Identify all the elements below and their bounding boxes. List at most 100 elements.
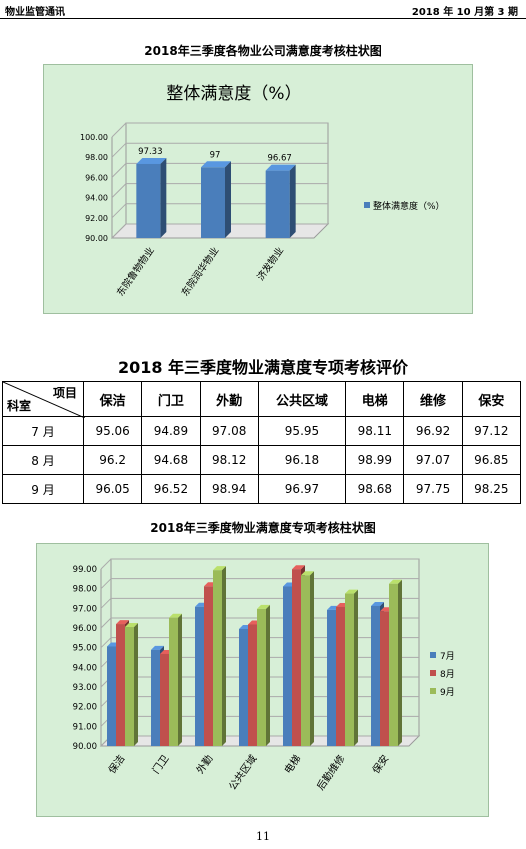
- table-cell: 98.12: [199, 445, 259, 475]
- chart2-category-label: 电梯: [281, 752, 303, 776]
- chart1-ytick-label: 96.00: [85, 173, 108, 182]
- chart1-legend-swatch: [364, 202, 370, 208]
- table-cell: 95.06: [82, 416, 143, 446]
- chart2-legend-swatch: [430, 670, 436, 676]
- bar-side: [178, 613, 182, 746]
- chart2-ytick-label: 99.00: [73, 565, 97, 575]
- bar-top: [389, 579, 402, 584]
- table-cell: 98.25: [461, 474, 522, 504]
- table-cell: 98.94: [199, 474, 259, 504]
- chart1-data-label: 97: [210, 150, 221, 160]
- publication-name: 物业监管通讯: [5, 7, 65, 18]
- bar-side: [222, 566, 226, 746]
- bar-front: [116, 624, 125, 746]
- chart1-grid-diag: [111, 203, 127, 219]
- chart2-legend-label: 9月: [440, 687, 455, 698]
- bar-front: [371, 605, 380, 746]
- bar-front: [283, 586, 292, 746]
- bar-top: [116, 620, 129, 625]
- bar-top: [213, 566, 226, 571]
- table-header-row: 项目 科室 保洁 门卫 外勤 公共区域 电梯 维修 保安: [2, 381, 522, 418]
- chart1-bar: [136, 157, 167, 238]
- bar-top: [151, 645, 164, 650]
- chart1-legend-label: 整体满意度（%）: [373, 200, 445, 212]
- chart2-grid-diag: [100, 558, 112, 570]
- issue-date: 2018 年 10 月第 3 期: [411, 7, 518, 18]
- chart2-grid-diag: [100, 578, 112, 590]
- table-cell: 98.99: [345, 445, 405, 475]
- chart2-grid-diag: [100, 617, 112, 629]
- chart1-grid-diag: [111, 122, 127, 138]
- bar-front: [195, 606, 204, 746]
- chart1-title: 整体满意度（%）: [166, 84, 301, 104]
- table-cell: 94.68: [141, 445, 201, 475]
- bar-top: [125, 623, 138, 628]
- table-cell: 96.92: [403, 416, 463, 446]
- chart2-svg: 90.00 91.00 92.00 93.00 94.00 95.00 96.00 97.00…: [73, 558, 455, 792]
- chart2-bar: [125, 623, 138, 746]
- chart2-ytick-label: 91.00: [73, 722, 97, 732]
- bar-side: [160, 157, 167, 238]
- chart1-ytick-label: 90.00: [85, 234, 108, 243]
- bar-front: [201, 167, 225, 238]
- table-cell: 97.12: [461, 416, 522, 446]
- bar-front: [265, 170, 290, 238]
- column-header: 保安: [461, 381, 522, 417]
- table-cell: 96.05: [82, 474, 143, 504]
- bar-front: [204, 586, 213, 746]
- bar-front: [125, 627, 134, 746]
- chart1-ytick-label: 98.00: [85, 153, 108, 162]
- chart1-category-label: 东院润华物业: [179, 245, 222, 299]
- chart2-grid-diag: [100, 637, 112, 649]
- bar-front: [336, 606, 345, 746]
- chart1-ytick-label: 92.00: [85, 214, 108, 223]
- bar-front: [327, 609, 336, 746]
- bar-front: [345, 593, 354, 746]
- bar-top: [257, 604, 270, 609]
- table-cell: 96.18: [257, 445, 347, 475]
- bar-front: [239, 628, 248, 746]
- table-corner-cell: 项目 科室: [2, 381, 85, 418]
- header-rule: [0, 18, 526, 19]
- chart1-svg: 整体满意度（%） 90.00 92.00 94.00 96.00 98.00 100.00 9…: [80, 84, 445, 299]
- bar-top: [201, 161, 231, 168]
- bar-front: [257, 608, 266, 746]
- chart2-bar: [345, 589, 358, 746]
- chart2-bar: [213, 566, 226, 746]
- bar-front: [160, 653, 169, 746]
- column-header: 门卫: [141, 381, 201, 417]
- chart1-grid-diag: [111, 223, 127, 239]
- bar-front: [301, 575, 310, 746]
- column-header: 维修: [403, 381, 463, 417]
- chart1-bar: [265, 164, 296, 238]
- bar-top: [136, 157, 167, 164]
- chart2-category-label: 后勤维修: [314, 752, 348, 792]
- column-header: 公共区域: [257, 381, 347, 417]
- corner-label-item: 项目: [52, 386, 77, 400]
- table-cell: 97.07: [403, 445, 463, 475]
- corner-label-dept: 科室: [7, 399, 32, 413]
- bar-top: [292, 565, 305, 570]
- bar-top: [169, 613, 182, 618]
- chart2-ytick-label: 98.00: [73, 585, 97, 595]
- chart2-legend-swatch: [430, 652, 436, 658]
- table-cell: 96.52: [141, 474, 201, 504]
- bar-side: [398, 579, 402, 746]
- chart2-category-label: 保洁: [105, 752, 127, 776]
- bar-front: [213, 570, 222, 746]
- bar-top: [265, 164, 296, 171]
- chart2-category-label: 外勤: [193, 752, 215, 776]
- chart2-grid-diag: [100, 597, 112, 609]
- bar-front: [136, 163, 161, 238]
- chart2-legend-label: 7月: [440, 651, 455, 662]
- table-row: 7 月 95.06 94.89 97.08 95.95 98.11 96.92 …: [2, 416, 522, 446]
- bar-side: [225, 161, 231, 238]
- row-label: 8 月: [2, 445, 84, 475]
- chart2-ytick-label: 94.00: [73, 663, 97, 673]
- corner-diagonal: [3, 382, 85, 418]
- table-cell: 98.68: [345, 474, 405, 504]
- page-number: 11: [256, 830, 270, 843]
- table-cell: 95.95: [257, 416, 347, 446]
- chart2-ytick-label: 90.00: [73, 742, 97, 752]
- chart2-caption: 2018年三季度物业满意度专项考核柱状图: [150, 521, 376, 535]
